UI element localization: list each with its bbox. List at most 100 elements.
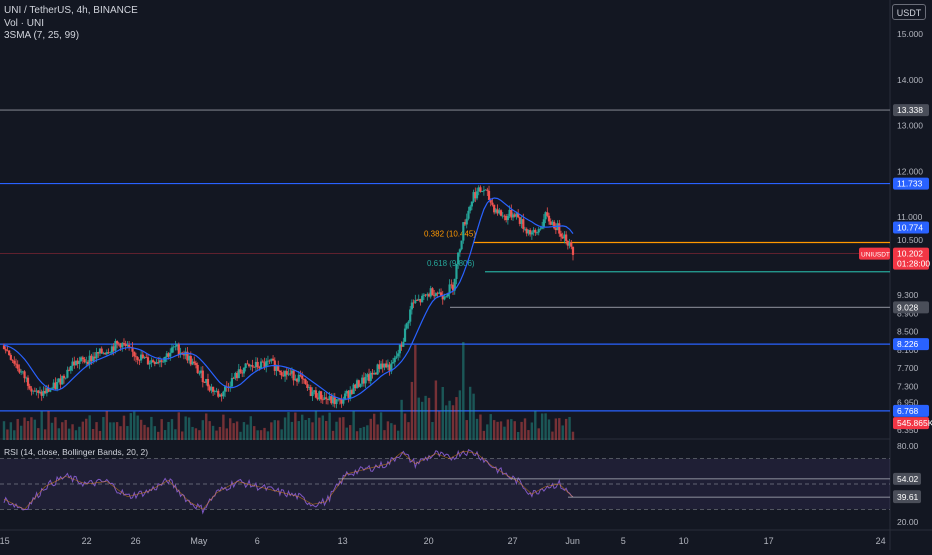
time-tick-label: 22: [82, 536, 92, 546]
candle-body: [520, 219, 523, 224]
candle-body: [321, 399, 324, 401]
candle-body: [20, 371, 23, 373]
volume-bar: [115, 422, 119, 440]
candle-body: [32, 390, 35, 392]
candle-body: [169, 352, 172, 357]
volume-bar: [547, 419, 551, 440]
price-badge-label: 8.226: [897, 339, 919, 349]
volume-bar: [259, 430, 263, 440]
candle-body: [426, 294, 429, 296]
candle-body: [136, 357, 139, 360]
candle-body: [122, 342, 126, 344]
volume-bar: [253, 426, 256, 440]
candle-body: [253, 366, 256, 368]
volume-bar: [33, 419, 37, 440]
candle-body: [364, 376, 367, 384]
candle-body: [222, 391, 225, 397]
candle-body: [549, 221, 552, 225]
volume-bar: [513, 421, 516, 440]
time-tick-label: 10: [679, 536, 689, 546]
candle-body: [487, 190, 491, 200]
price-badge: [893, 301, 929, 314]
candle-body: [525, 228, 528, 234]
volume-bar: [232, 423, 235, 440]
candle-body: [429, 288, 432, 297]
volume-bar: [98, 430, 102, 440]
volume-bar: [396, 430, 400, 440]
rsi-tick-label: 20.00: [897, 517, 919, 527]
candle-body: [263, 362, 266, 368]
candle-body: [558, 223, 561, 234]
symbol-tag-label: UNIUSDT: [861, 252, 890, 259]
volume-bar: [40, 411, 43, 440]
volume-bar: [534, 410, 537, 440]
candle-body: [510, 209, 513, 218]
price-tag-value: 10.202: [897, 249, 923, 259]
volume-bar: [43, 429, 47, 440]
candle-body: [431, 288, 434, 296]
candle-body: [131, 347, 134, 352]
volume-bar: [386, 421, 390, 440]
currency-button[interactable]: USDT: [892, 4, 926, 20]
candle-body: [505, 215, 508, 221]
price-badge: [893, 104, 929, 117]
candle-body: [157, 362, 160, 364]
time-tick-label: May: [190, 536, 208, 546]
candle-body: [44, 390, 47, 394]
volume-bar: [112, 422, 115, 440]
volume-bar: [492, 420, 496, 440]
price-badge: [893, 221, 929, 234]
volume-bar: [242, 422, 246, 440]
candle-body: [532, 229, 535, 233]
candle-body: [458, 249, 461, 253]
candle-body: [415, 300, 419, 301]
candle-body: [376, 364, 379, 375]
price-tick-label: 8.500: [897, 327, 919, 337]
candle-body: [383, 363, 386, 368]
volume-bar: [372, 413, 376, 440]
candle-body: [93, 356, 96, 359]
candle-body: [544, 212, 547, 220]
volume-bar: [191, 426, 194, 440]
volume-bar: [170, 419, 174, 440]
candle-body: [333, 397, 336, 405]
candle-body: [18, 368, 21, 373]
candle-body: [361, 377, 364, 384]
candle-body: [393, 357, 396, 363]
candle-body: [498, 210, 501, 214]
candle-body: [11, 359, 14, 361]
volume-bar: [369, 418, 372, 440]
volume-bar: [201, 420, 205, 440]
volume-bar: [420, 401, 424, 440]
candle-body: [189, 356, 192, 365]
candle-body: [95, 352, 98, 359]
candle-body: [16, 364, 19, 369]
volume-bar: [342, 417, 345, 440]
volume-bar: [551, 431, 554, 440]
candle-body: [152, 360, 155, 362]
candle-body: [211, 386, 215, 392]
price-badge-label: 11.733: [897, 179, 923, 189]
price-badge: [893, 177, 929, 190]
candle-body: [292, 370, 295, 381]
candle-body: [306, 384, 309, 388]
candle-body: [165, 353, 168, 357]
candle-body: [242, 368, 246, 374]
candle-body: [249, 365, 252, 367]
price-badge: [893, 417, 929, 430]
candle-body: [400, 344, 403, 347]
candle-body: [162, 361, 165, 363]
volume-bar: [503, 426, 506, 440]
volume-bar: [338, 417, 342, 440]
volume-bar: [143, 424, 146, 440]
volume-bar: [187, 417, 191, 440]
candle-body: [295, 378, 299, 382]
candle-body: [534, 229, 537, 233]
candle-body: [417, 299, 420, 301]
candle-body: [349, 390, 352, 398]
candle-body: [467, 210, 470, 219]
price-badge-label: 13.338: [897, 105, 923, 115]
candle-body: [427, 294, 431, 297]
